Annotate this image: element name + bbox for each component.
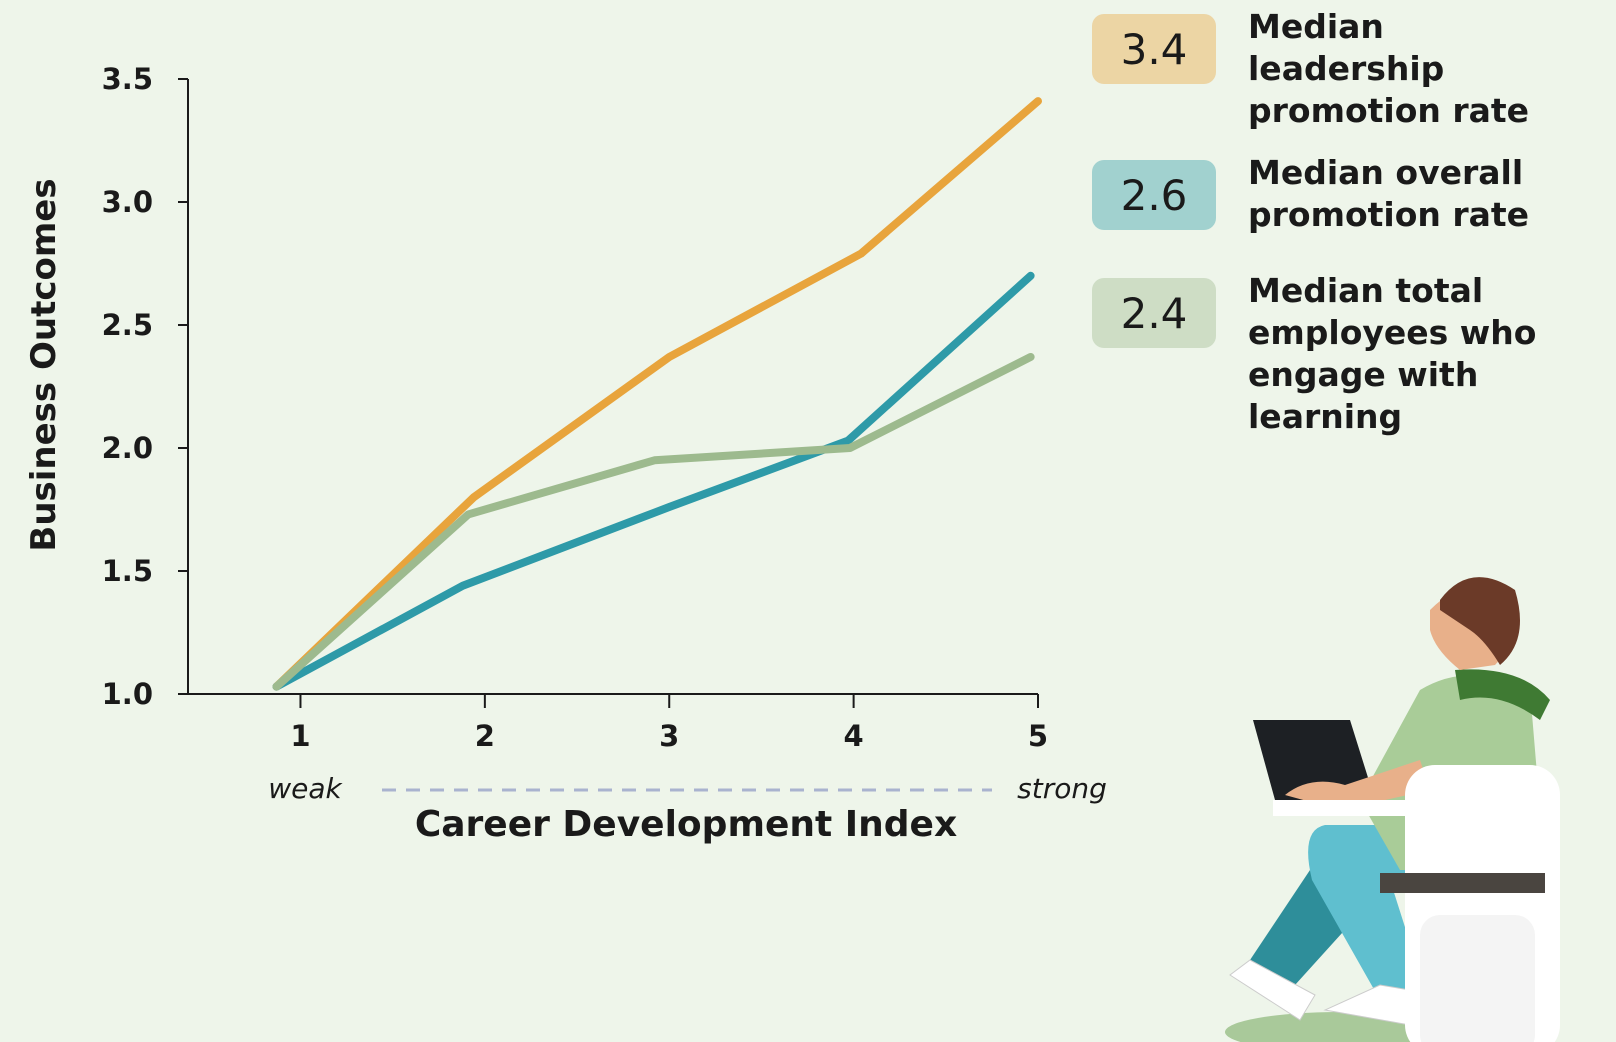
- legend-label: Median total employees who engage with l…: [1248, 270, 1578, 438]
- y-tick-label: 1.5: [102, 554, 153, 588]
- x-tick-label: 4: [844, 719, 864, 753]
- legend-value: 2.4: [1092, 278, 1216, 348]
- illustration: [1225, 577, 1560, 1042]
- strong-label: strong: [1017, 772, 1107, 805]
- y-tick-label: 3.0: [102, 185, 153, 219]
- page: Business Outcomes Career Development Ind…: [0, 0, 1616, 1042]
- legend-label: Median leadership promotion rate: [1248, 6, 1578, 132]
- y-tick-label: 1.0: [102, 677, 153, 711]
- legend-value: 3.4: [1092, 14, 1216, 84]
- legend-label: Median overall promotion rate: [1248, 152, 1578, 236]
- series-line: [277, 357, 1031, 687]
- x-tick-label: 5: [1028, 719, 1048, 753]
- y-tick-label: 3.5: [102, 62, 153, 96]
- x-tick-label: 3: [659, 719, 679, 753]
- series-line: [277, 276, 1031, 687]
- weak-label: weak: [268, 772, 343, 805]
- x-tick-label: 1: [290, 719, 310, 753]
- x-axis-label: Career Development Index: [415, 804, 957, 845]
- x-tick-label: 2: [475, 719, 495, 753]
- y-axis-label: Business Outcomes: [24, 178, 64, 551]
- series-line: [277, 101, 1038, 686]
- y-tick-label: 2.5: [102, 308, 153, 342]
- y-tick-label: 2.0: [102, 431, 153, 465]
- legend-value: 2.6: [1092, 160, 1216, 230]
